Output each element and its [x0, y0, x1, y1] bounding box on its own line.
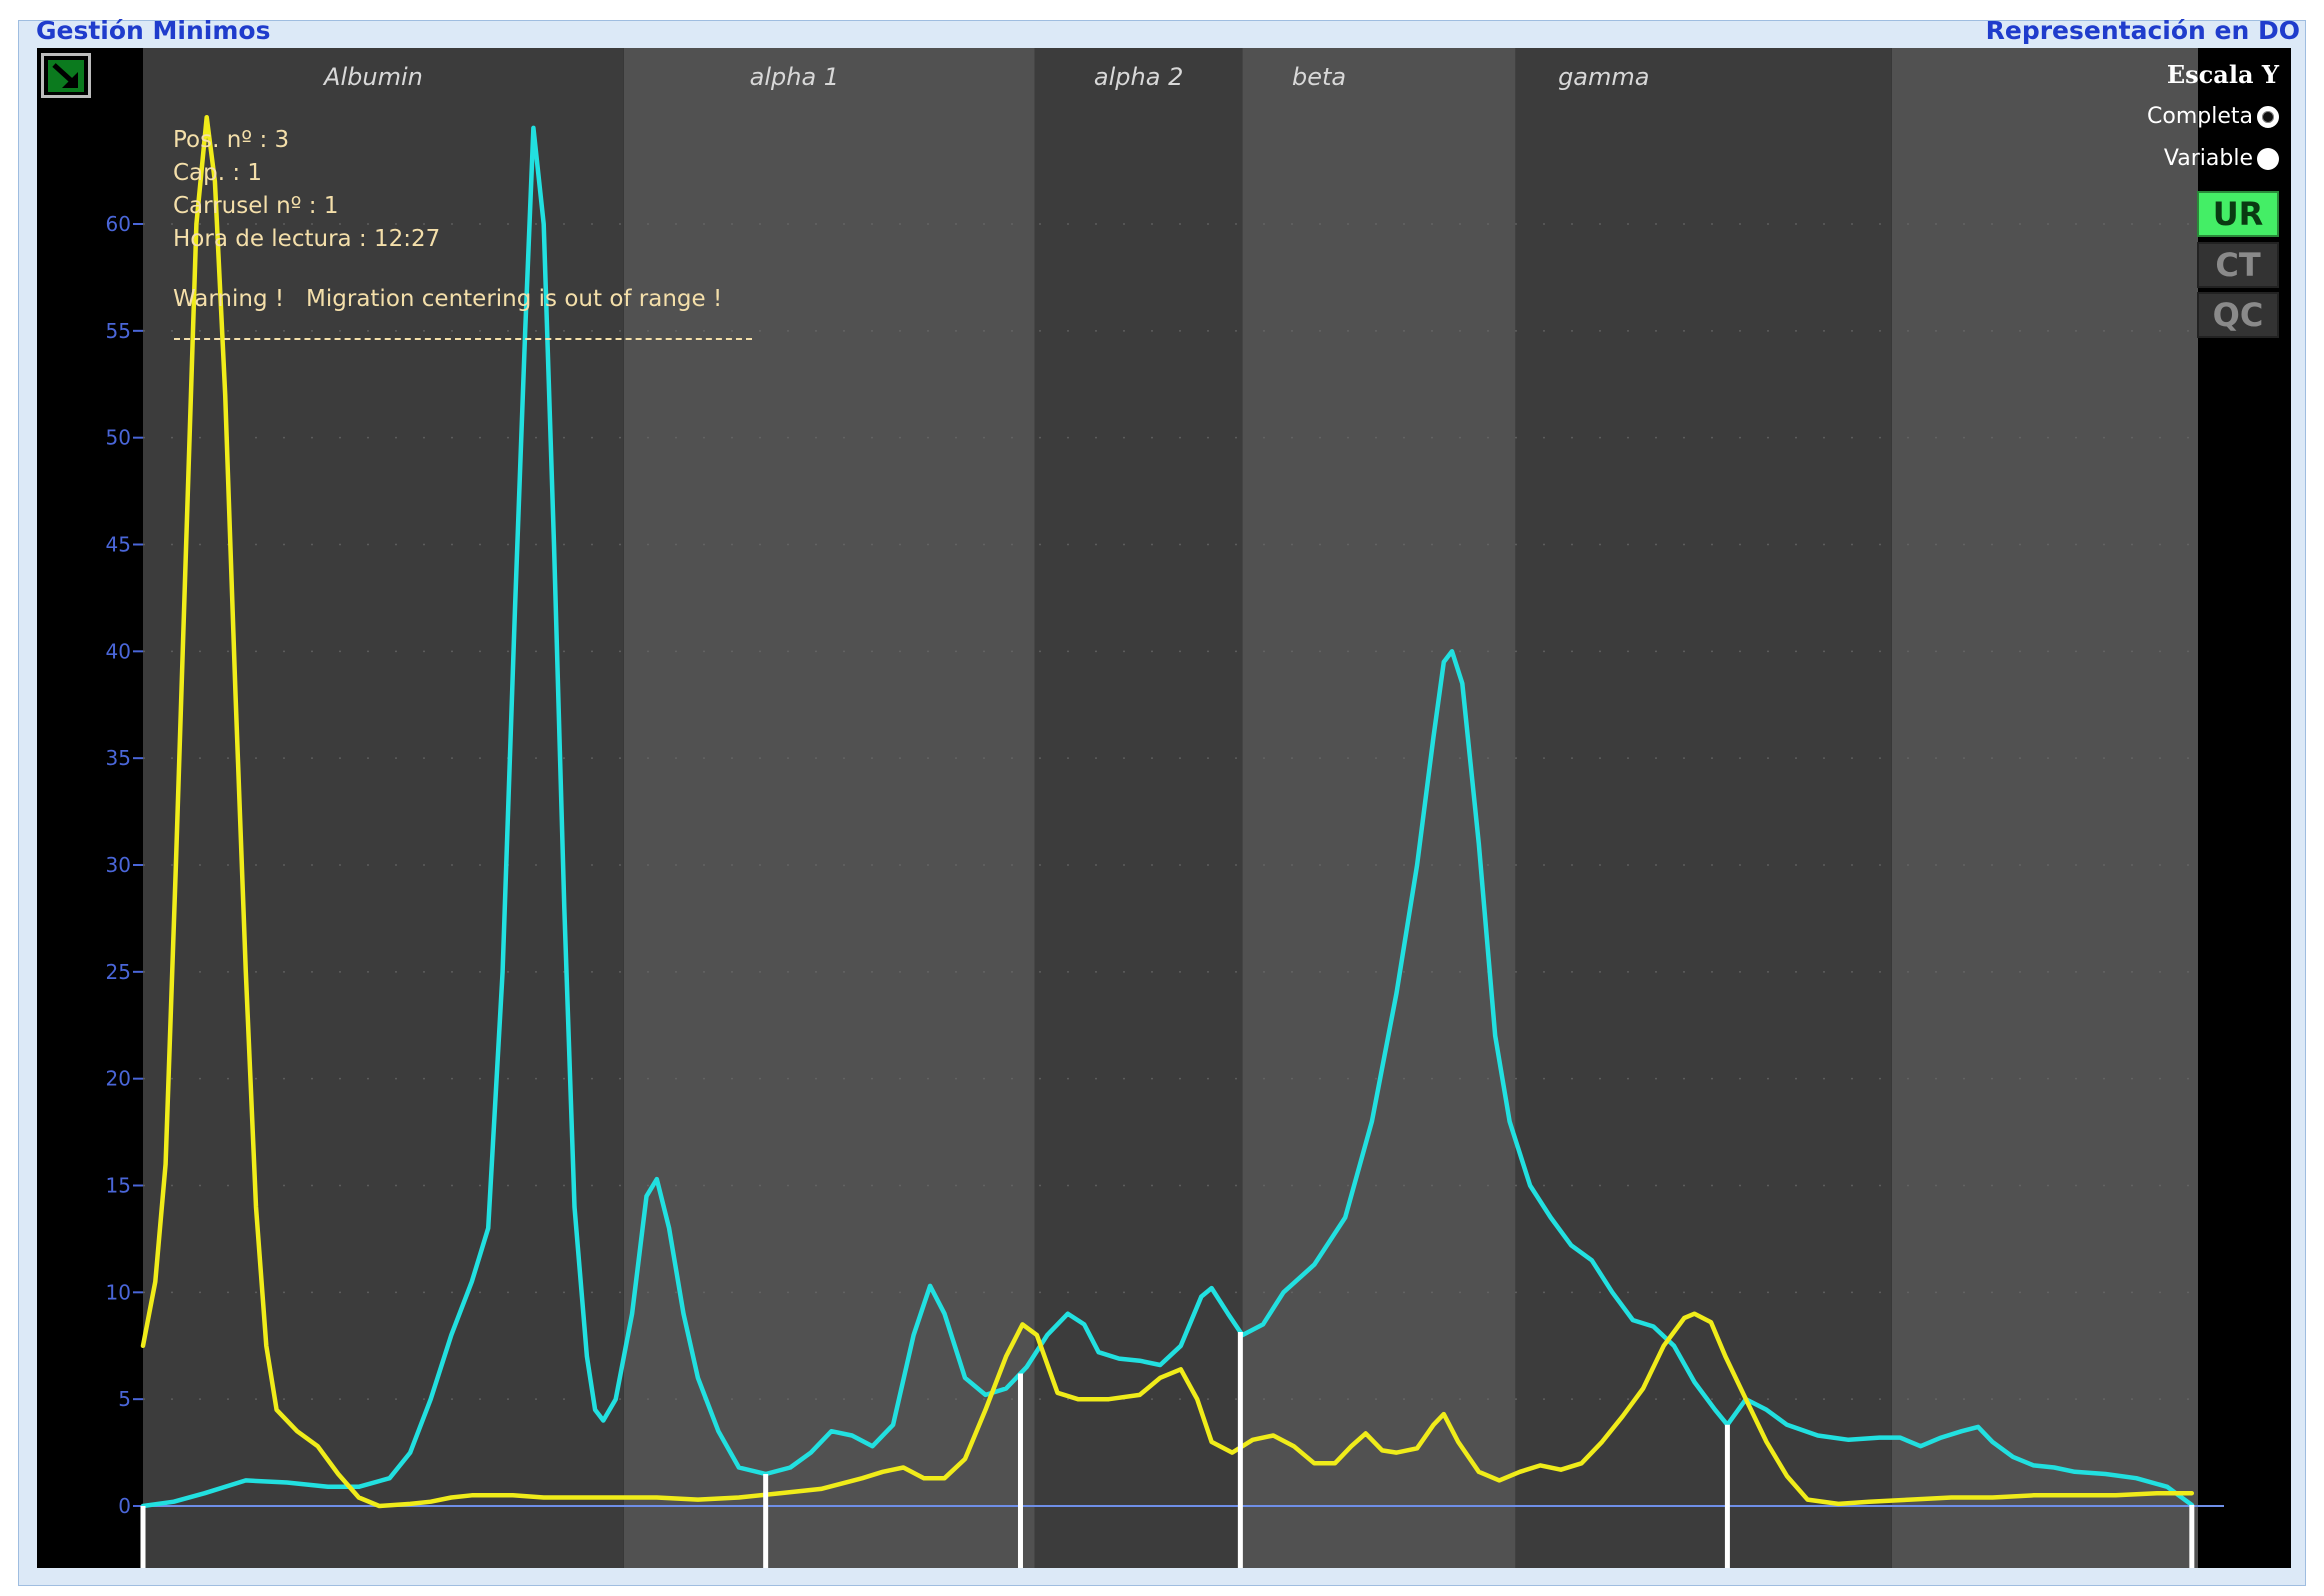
- read-time-text: Hora de lectura : 12:27: [173, 226, 441, 252]
- y-tick-label: 35: [106, 746, 131, 770]
- arrow-down-right-icon: [48, 59, 84, 92]
- y-tick-label: 40: [106, 639, 131, 663]
- escala-y-title: Escala Y: [2166, 60, 2279, 89]
- band-label: Albumin: [322, 63, 423, 91]
- position-text: Pos. nº : 3: [173, 127, 290, 153]
- capillary-text: Cap. : 1: [173, 160, 263, 186]
- ur-button[interactable]: UR: [2197, 191, 2279, 237]
- y-tick-label: 25: [106, 960, 131, 984]
- band-alpha-2: [1034, 48, 1243, 1568]
- radio-variable[interactable]: Variable: [2164, 146, 2279, 171]
- band-label: alpha 1: [750, 63, 839, 91]
- band-beta: [1242, 48, 1516, 1568]
- y-tick-label: 15: [106, 1174, 131, 1198]
- radio-variable-label: Variable: [2163, 146, 2253, 171]
- y-tick-label: 30: [106, 853, 131, 877]
- band-alpha-1: [623, 48, 1035, 1568]
- y-tick-label: 45: [106, 533, 131, 557]
- y-axis: 0 5 10 15 20 25 30 35 40 45 50 55 60: [106, 212, 2224, 1518]
- fraction-separators: [140, 1332, 2195, 1568]
- qc-button[interactable]: QC: [2197, 292, 2279, 338]
- y-tick-label: 10: [106, 1280, 131, 1304]
- y-tick-label: 55: [106, 319, 131, 343]
- band-gamma: [1515, 48, 1892, 1568]
- band-albumin: [143, 48, 624, 1568]
- gestion-minimos-link[interactable]: Gestión Minimos: [36, 16, 271, 45]
- y-tick-label: 0: [118, 1494, 131, 1518]
- migration-warning: Warning ! Migration centering is out of …: [173, 286, 723, 312]
- y-tick-label: 50: [106, 426, 131, 450]
- densitometry-plot: Albumin alpha 1 alpha 2 beta gamma 0 5 10 15 20 2…: [106, 48, 2224, 1568]
- warning-underline: [174, 338, 752, 340]
- ct-button[interactable]: CT: [2197, 242, 2279, 288]
- series-yellow-line: [140, 114, 2195, 1509]
- expand-arrow-button[interactable]: [41, 53, 91, 98]
- series-lines: [140, 114, 2195, 1509]
- sample-info: Pos. nº : 3 Cap. : 1 Carrusel nº : 1 Hor…: [173, 124, 440, 256]
- band-label: alpha 2: [1094, 63, 1183, 91]
- y-tick-label: 20: [106, 1067, 131, 1091]
- band-label: gamma: [1558, 63, 1649, 91]
- y-tick-label: 5: [118, 1387, 131, 1411]
- band-tail: [1891, 48, 2198, 1568]
- series-cyan-line: [140, 125, 2195, 1509]
- radio-completa[interactable]: Completa: [2147, 104, 2279, 129]
- y-tick-label: 60: [106, 212, 131, 236]
- radio-variable-dot[interactable]: [2257, 147, 2279, 170]
- radio-completa-dot[interactable]: [2257, 105, 2279, 128]
- representacion-do-link[interactable]: Representación en DO: [1985, 16, 2300, 45]
- electrophoresis-chart-panel: Albumin alpha 1 alpha 2 beta gamma 0 5 10 15 20 2…: [37, 48, 2291, 1568]
- radio-completa-label: Completa: [2147, 104, 2253, 129]
- scale-controls: Escala Y Completa Variable UR CT QC: [2147, 48, 2291, 1568]
- band-label: beta: [1292, 63, 1346, 91]
- fraction-bands: Albumin alpha 1 alpha 2 beta gamma: [143, 48, 2198, 1568]
- carousel-text: Carrusel nº : 1: [173, 193, 339, 219]
